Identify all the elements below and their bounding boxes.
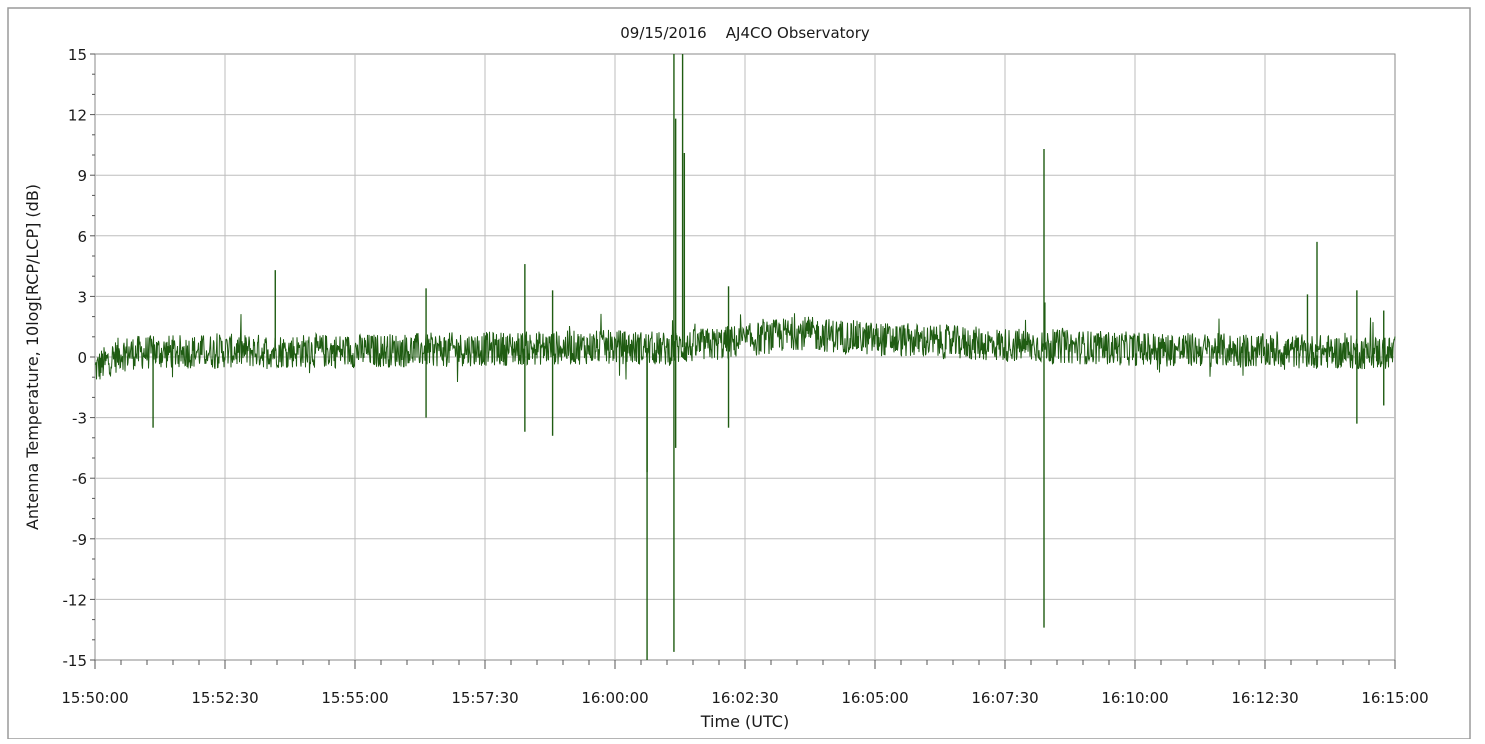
x-tick-label: 16:00:00 — [581, 689, 648, 707]
x-tick-label: 16:02:30 — [711, 689, 778, 707]
x-tick-label: 16:05:00 — [841, 689, 908, 707]
y-tick-label: 15 — [68, 46, 87, 64]
y-tick-label: -12 — [63, 591, 88, 609]
y-tick-label: -15 — [63, 652, 88, 670]
x-axis-label: Time (UTC) — [700, 712, 789, 731]
x-tick-label: 15:52:30 — [191, 689, 258, 707]
x-tick-label: 16:15:00 — [1361, 689, 1428, 707]
x-tick-label: 15:57:30 — [451, 689, 518, 707]
y-axis-ticks: 15 12 9 6 3 0 -3 -6 -9 -12 -15 — [63, 46, 95, 670]
y-tick-label: 12 — [68, 107, 87, 125]
x-tick-label: 16:12:30 — [1231, 689, 1298, 707]
chart-title: 09/15/2016 AJ4CO Observatory — [620, 24, 870, 42]
x-axis-ticks: 15:50:00 15:52:30 15:55:00 15:57:30 16:00:00… — [61, 660, 1429, 707]
y-tick-label: -9 — [72, 531, 87, 549]
series-green-trace — [94, 54, 1396, 660]
y-tick-label: 6 — [77, 228, 87, 246]
y-axis-label: Antenna Temperature, 10log[RCP/LCP] (dB) — [23, 184, 42, 530]
y-tick-label: -6 — [72, 470, 87, 488]
x-tick-label: 16:07:30 — [971, 689, 1038, 707]
y-tick-label: 9 — [77, 167, 87, 185]
y-tick-label: -3 — [72, 410, 87, 428]
y-tick-label: 3 — [77, 288, 87, 306]
x-tick-label: 15:50:00 — [61, 689, 128, 707]
x-tick-label: 16:10:00 — [1101, 689, 1168, 707]
x-tick-label: 15:55:00 — [321, 689, 388, 707]
y-tick-label: 0 — [77, 349, 87, 367]
grid-lines — [95, 54, 1395, 660]
series-trace-line — [94, 313, 1396, 383]
